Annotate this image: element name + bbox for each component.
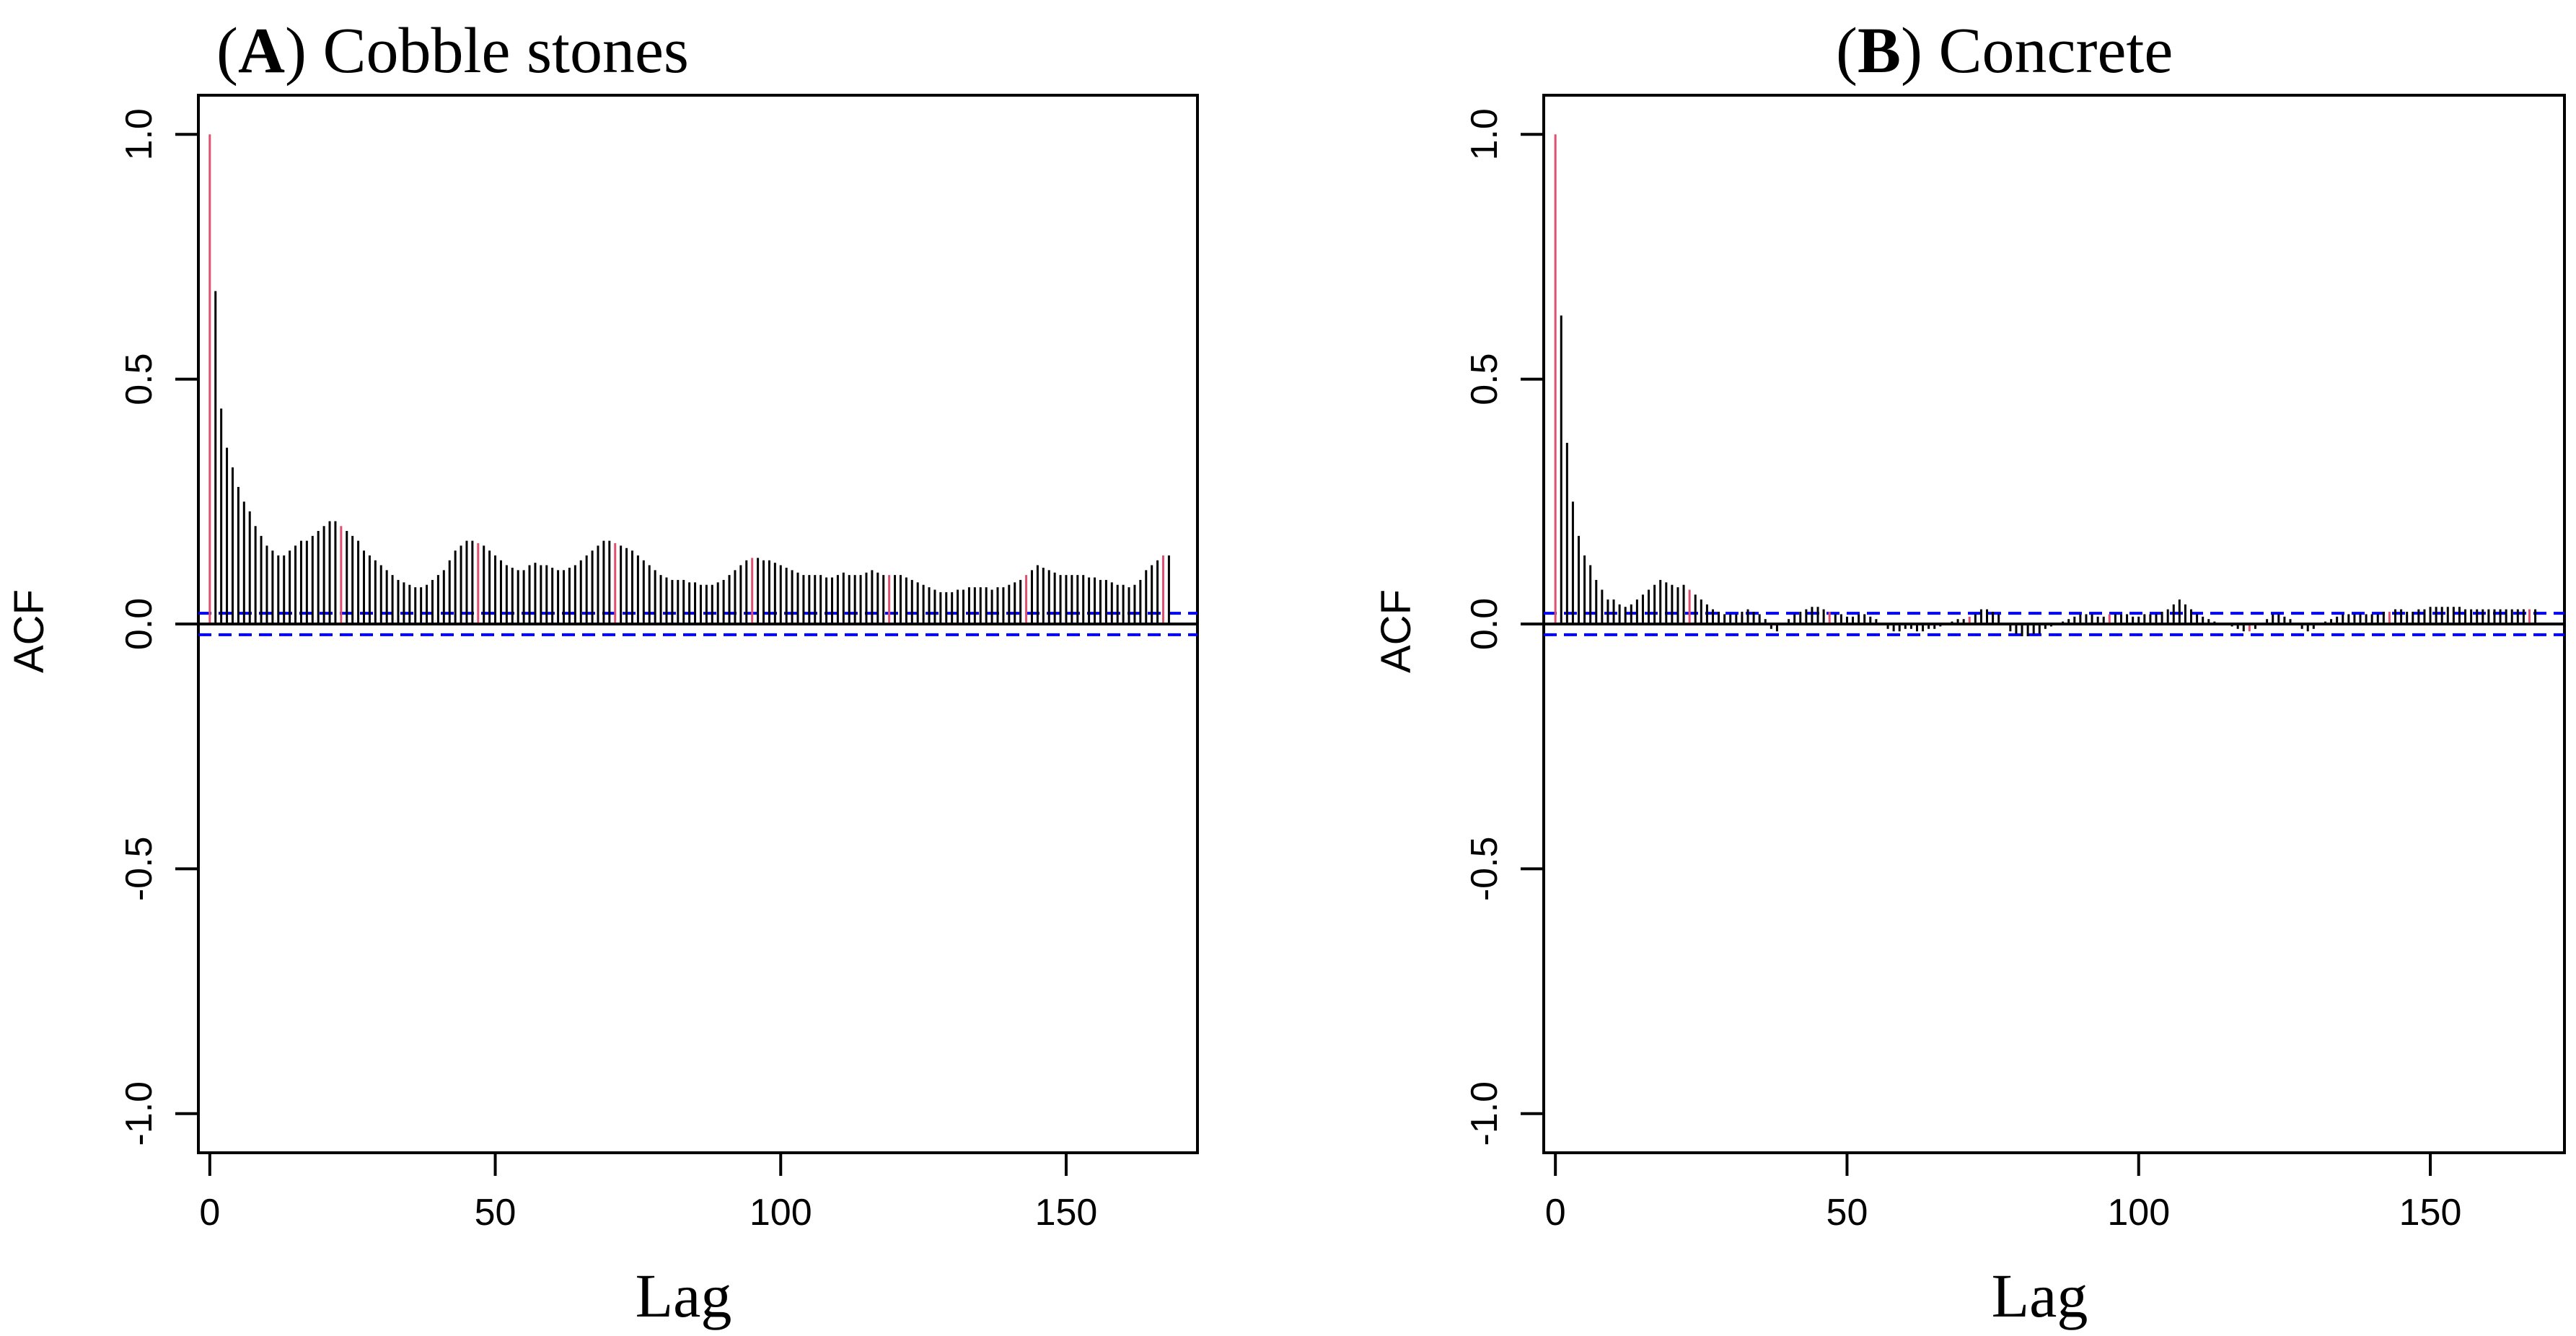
panel-title-text: Concrete xyxy=(1939,15,2173,87)
x-axis: 0 50 100 150 xyxy=(199,1153,1097,1234)
y-axis: -1.0 -0.5 0.0 0.5 1.0 xyxy=(1464,108,1544,1146)
y-tick-label: 1.0 xyxy=(118,108,160,160)
panel-concrete: (B) Concrete 0 50 100 150 -1.0 -0.5 0.0 0.5 1.0… xyxy=(1373,15,2566,1330)
y-tick-label: -1.0 xyxy=(1464,1081,1505,1146)
y-tick-label: -0.5 xyxy=(1464,837,1505,902)
y-axis: -1.0 -0.5 0.0 0.5 1.0 xyxy=(118,108,198,1146)
x-tick-label: 100 xyxy=(749,1192,812,1234)
panel-title: (A) Cobble stones xyxy=(216,15,689,87)
panel-letter: B xyxy=(1858,15,1901,87)
x-axis: 0 50 100 150 xyxy=(1545,1153,2462,1234)
x-tick-label: 50 xyxy=(1827,1192,1868,1234)
acf-bars xyxy=(1554,134,2537,636)
x-axis-label: Lag xyxy=(1992,1261,2088,1330)
x-tick-label: 0 xyxy=(199,1192,220,1234)
y-tick-label: -1.0 xyxy=(118,1081,160,1146)
y-tick-label: 1.0 xyxy=(1464,108,1505,160)
y-tick-label: 0.0 xyxy=(1464,598,1505,650)
x-axis-label: Lag xyxy=(636,1261,732,1330)
y-tick-label: -0.5 xyxy=(118,837,160,902)
panel-letter: A xyxy=(238,15,285,87)
x-tick-label: 150 xyxy=(2399,1192,2462,1234)
y-tick-label: 0.0 xyxy=(118,598,160,650)
panel-title: (B) Concrete xyxy=(1836,15,2173,87)
x-tick-label: 100 xyxy=(2107,1192,2170,1234)
y-tick-label: 0.5 xyxy=(118,353,160,405)
y-axis-label: ACF xyxy=(6,589,53,673)
acf-bars xyxy=(208,134,1170,624)
x-tick-label: 50 xyxy=(475,1192,516,1234)
x-tick-label: 150 xyxy=(1035,1192,1098,1234)
panel-cobble-stones: (A) Cobble stones 0 50 100 150 -1.0 -0.5 0.0 0… xyxy=(6,15,1199,1330)
panel-title-text: Cobble stones xyxy=(322,15,688,87)
y-axis-label: ACF xyxy=(1373,589,1420,673)
x-tick-label: 0 xyxy=(1545,1192,1566,1234)
y-tick-label: 0.5 xyxy=(1464,353,1505,405)
